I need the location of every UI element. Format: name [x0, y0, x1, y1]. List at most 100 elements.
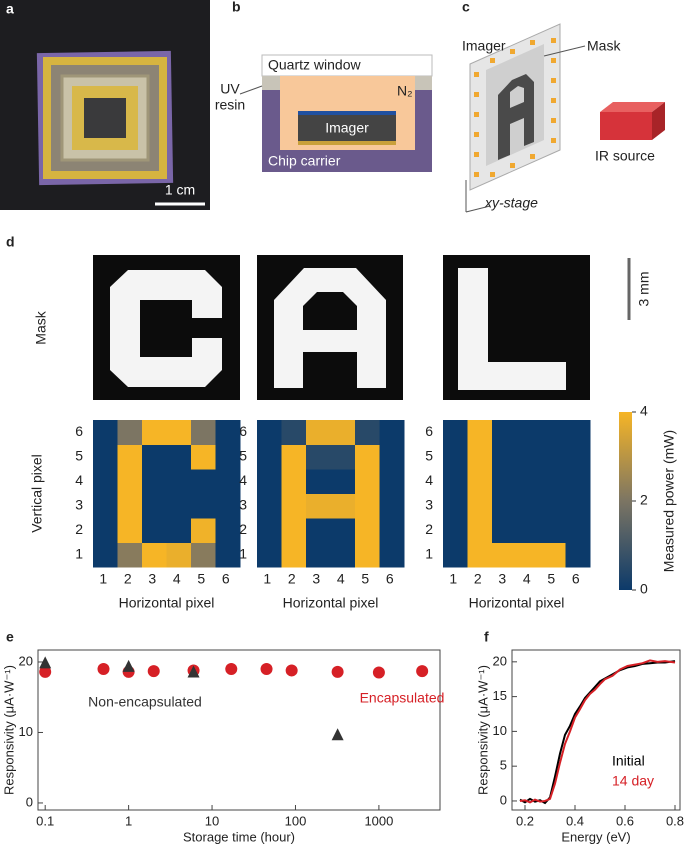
heat-cell: [215, 542, 241, 568]
heat-cell: [281, 493, 307, 519]
x-tick-label: 3: [312, 571, 320, 587]
heat-cell: [516, 542, 542, 568]
x-tick-label: 0.6: [616, 813, 634, 828]
heat-cell: [443, 444, 468, 470]
stage-label: xy-stage: [484, 195, 538, 211]
chip-carrier-label: Chip carrier: [268, 153, 341, 169]
x-tick-label: 4: [523, 571, 531, 587]
point: [39, 656, 52, 669]
heat-cell: [191, 518, 216, 543]
heat-cell: [142, 542, 167, 568]
heat-cell: [117, 469, 143, 494]
panel-label: f: [484, 629, 489, 645]
x-axis-label: Horizontal pixel: [283, 595, 379, 611]
heat-cell: [541, 493, 566, 519]
x-tick-label: 3: [148, 571, 156, 587]
legend-label: 14 day: [612, 773, 654, 789]
heat-cell: [467, 542, 493, 568]
x-tick-label: 1000: [364, 813, 393, 828]
heat-cell: [281, 420, 307, 445]
panel-label: c: [462, 0, 470, 15]
y-tick-label: 5: [500, 758, 507, 773]
y-tick-label: 2: [425, 521, 433, 537]
heat-cell: [166, 542, 192, 568]
heat-cell: [191, 444, 216, 470]
heat-cell: [93, 542, 118, 568]
panel-label: d: [6, 234, 15, 250]
y-tick-label: 10: [19, 724, 33, 739]
point: [122, 659, 135, 672]
heat-cell: [93, 420, 118, 445]
heat-cell: [379, 493, 405, 519]
point: [331, 665, 344, 678]
colorbar-label: Measured power (mW): [661, 430, 677, 572]
heat-cell: [516, 420, 542, 445]
y-axis-label: Responsivity (μA·W⁻¹): [1, 665, 16, 795]
heat-cell: [117, 444, 143, 470]
heat-cell: [330, 420, 356, 445]
y-tick-label: 10: [493, 723, 507, 738]
imager-label: Imager: [325, 120, 369, 136]
legend-label: Encapsulated: [360, 690, 445, 706]
x-tick-label: 2: [474, 571, 482, 587]
heat-cell: [257, 493, 282, 519]
heat-cell: [492, 493, 517, 519]
point: [39, 665, 52, 678]
y-tick-label: 20: [493, 653, 507, 668]
heat-cell: [117, 420, 143, 445]
panel-label: e: [6, 629, 14, 645]
y-tick-label: 4: [239, 472, 247, 488]
point: [97, 663, 110, 676]
heat-cell: [215, 444, 241, 470]
heat-cell: [330, 518, 356, 543]
heat-cell: [257, 542, 282, 568]
encapsulation-diagram: [239, 54, 433, 172]
x-tick-label: 2: [288, 571, 296, 587]
y-axis-label: Vertical pixel: [29, 454, 45, 533]
heat-cell: [541, 444, 566, 470]
quartz-window-label: Quartz window: [268, 57, 361, 73]
heat-cell: [330, 444, 356, 470]
heat-cell: [93, 518, 118, 543]
heat-cell: [492, 420, 517, 445]
x-tick-label: 3: [498, 571, 506, 587]
heat-cell: [379, 542, 405, 568]
x-tick-label: 0.4: [566, 813, 584, 828]
x-tick-label: 0.1: [36, 813, 54, 828]
y-tick-label: 5: [239, 447, 247, 463]
heat-cell: [306, 469, 331, 494]
x-axis-label: Energy (eV): [561, 829, 630, 844]
heat-cell: [467, 493, 493, 519]
legend-label: Initial: [612, 753, 645, 769]
heat-cell: [142, 469, 167, 494]
heat-cell: [379, 469, 405, 494]
heat-cell: [166, 518, 192, 543]
colorbar-tick-label: 2: [640, 492, 648, 508]
heat-cell: [379, 420, 405, 445]
x-tick-label: 4: [337, 571, 345, 587]
x-tick-label: 6: [386, 571, 394, 587]
y-tick-label: 1: [425, 545, 433, 561]
heat-cell: [281, 518, 307, 543]
heat-cell: [565, 469, 591, 494]
y-tick-label: 2: [239, 521, 247, 537]
heat-cell: [379, 518, 405, 543]
uv-resin-label: resin: [215, 97, 245, 113]
colorbar-tick-label: 0: [640, 581, 648, 597]
x-tick-label: 5: [547, 571, 555, 587]
heat-cell: [117, 493, 143, 519]
y-tick-label: 5: [75, 447, 83, 463]
heat-cell: [142, 518, 167, 543]
x-tick-label: 2: [124, 571, 132, 587]
heat-cell: [492, 542, 517, 568]
y-tick-label: 1: [239, 545, 247, 561]
heat-cell: [306, 518, 331, 543]
y-tick-label: 3: [425, 496, 433, 512]
y-tick-label: 1: [75, 545, 83, 561]
heat-cell: [257, 469, 282, 494]
x-tick-label: 1: [449, 571, 457, 587]
y-tick-label: 0: [500, 792, 507, 807]
x-tick-label: 4: [173, 571, 181, 587]
